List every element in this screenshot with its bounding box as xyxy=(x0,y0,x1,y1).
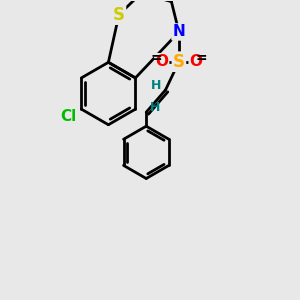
Text: Cl: Cl xyxy=(60,109,76,124)
Text: S: S xyxy=(173,53,185,71)
Text: =: = xyxy=(196,51,207,65)
Text: H: H xyxy=(150,101,160,114)
Text: S: S xyxy=(113,6,125,24)
Text: O: O xyxy=(155,54,168,69)
Text: H: H xyxy=(151,79,161,92)
Text: N: N xyxy=(172,25,185,40)
Text: O: O xyxy=(190,54,203,69)
Text: =: = xyxy=(151,51,162,65)
